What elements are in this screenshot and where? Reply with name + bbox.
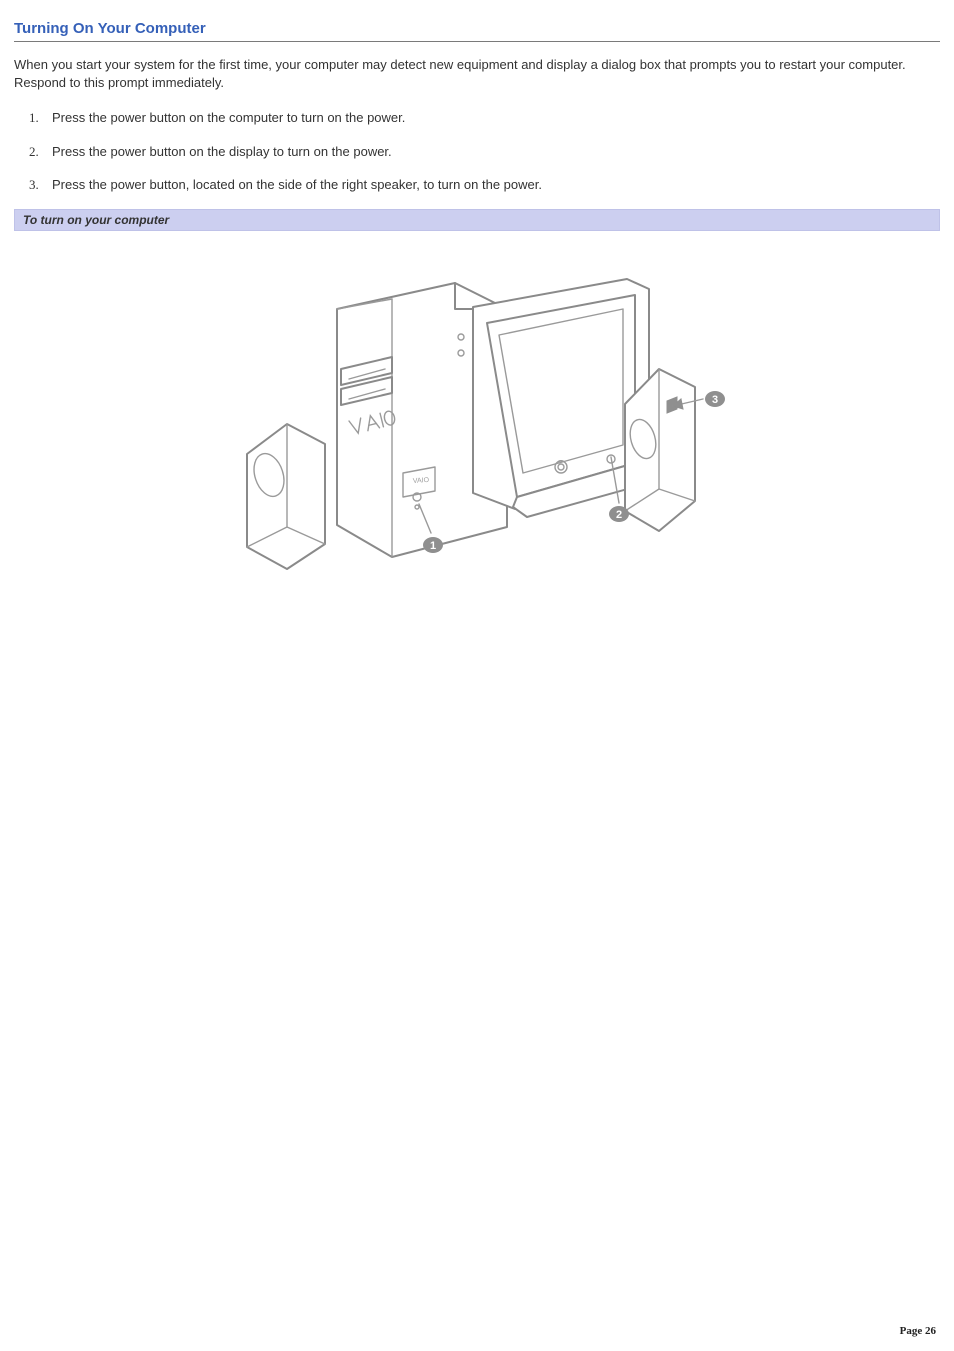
callout-badge-3: 3 <box>705 391 725 407</box>
left-speaker-icon <box>247 424 325 569</box>
intro-paragraph: When you start your system for the first… <box>14 56 940 92</box>
callout-badge-2: 2 <box>609 506 629 522</box>
callout-badge-1: 1 <box>423 537 443 553</box>
step-item: Press the power button, located on the s… <box>42 175 940 195</box>
steps-list: Press the power button on the computer t… <box>42 108 940 195</box>
figure-caption: To turn on your computer <box>14 209 940 231</box>
monitor-icon <box>473 279 649 517</box>
svg-text:1: 1 <box>430 540 436 552</box>
computer-setup-illustration: VAIO <box>217 249 737 579</box>
svg-text:VAIO: VAIO <box>413 477 430 485</box>
section-title: Turning On Your Computer <box>14 20 940 42</box>
right-speaker-icon <box>625 369 695 531</box>
page: Turning On Your Computer When you start … <box>0 0 954 1351</box>
figure-wrap: VAIO <box>14 249 940 579</box>
page-number: Page 26 <box>900 1325 936 1337</box>
svg-text:3: 3 <box>712 394 718 406</box>
step-item: Press the power button on the computer t… <box>42 108 940 128</box>
step-item: Press the power button on the display to… <box>42 142 940 162</box>
svg-text:2: 2 <box>616 509 622 521</box>
